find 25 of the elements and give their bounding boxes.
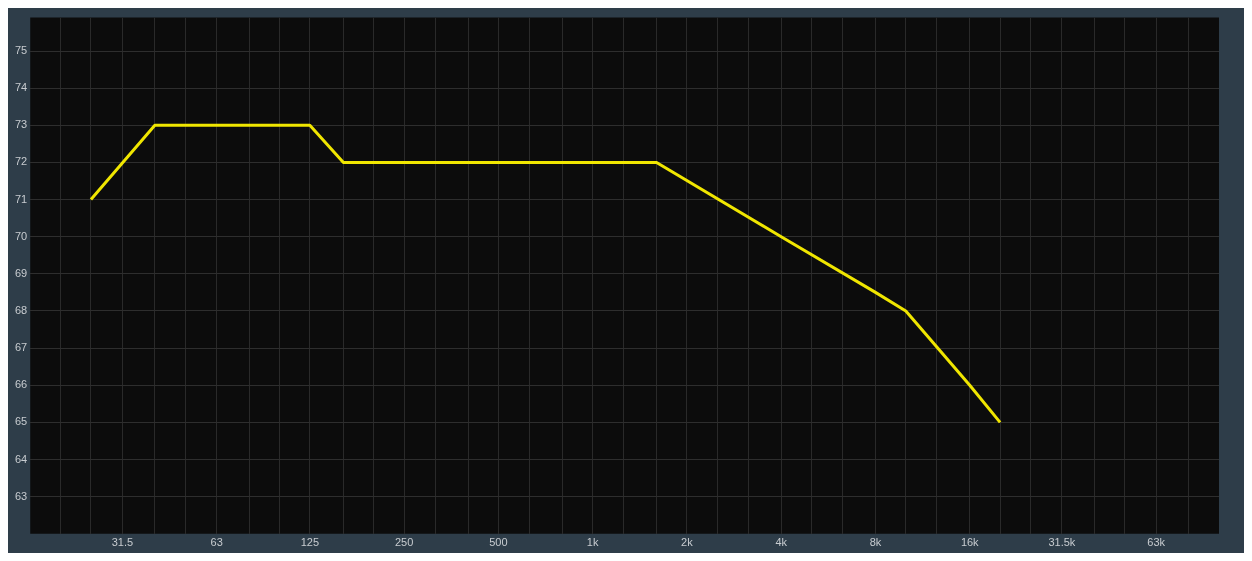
y-tick-label: 64 xyxy=(14,452,28,465)
x-tick-label: 16k xyxy=(960,536,980,549)
x-tick-label: 4k xyxy=(775,536,788,549)
x-tick-label: 31.5k xyxy=(1048,536,1076,549)
x-tick-label: 500 xyxy=(489,536,508,549)
x-tick-label: 63 xyxy=(210,536,223,549)
y-tick-label: 67 xyxy=(14,341,28,354)
x-tick-label: 31.5 xyxy=(111,536,134,549)
y-tick-label: 68 xyxy=(14,304,28,317)
y-tick-label: 65 xyxy=(14,415,28,428)
y-tick-label: 75 xyxy=(14,44,28,57)
y-tick-label: 74 xyxy=(14,81,28,94)
x-tick-label: 8k xyxy=(869,536,882,549)
x-tick-label: 2k xyxy=(681,536,694,549)
y-tick-label: 70 xyxy=(14,229,28,242)
y-tick-label: 71 xyxy=(14,192,28,205)
y-tick-label: 69 xyxy=(14,266,28,279)
x-tick-label: 250 xyxy=(394,536,414,549)
x-tick-label: 1k xyxy=(586,536,599,549)
y-tick-label: 73 xyxy=(14,118,28,131)
y-tick-label: 72 xyxy=(14,155,28,168)
x-tick-label: 125 xyxy=(300,536,320,549)
y-tick-label: 66 xyxy=(14,378,28,391)
x-tick-label: 63k xyxy=(1147,536,1166,549)
y-tick-label: 63 xyxy=(14,489,28,502)
